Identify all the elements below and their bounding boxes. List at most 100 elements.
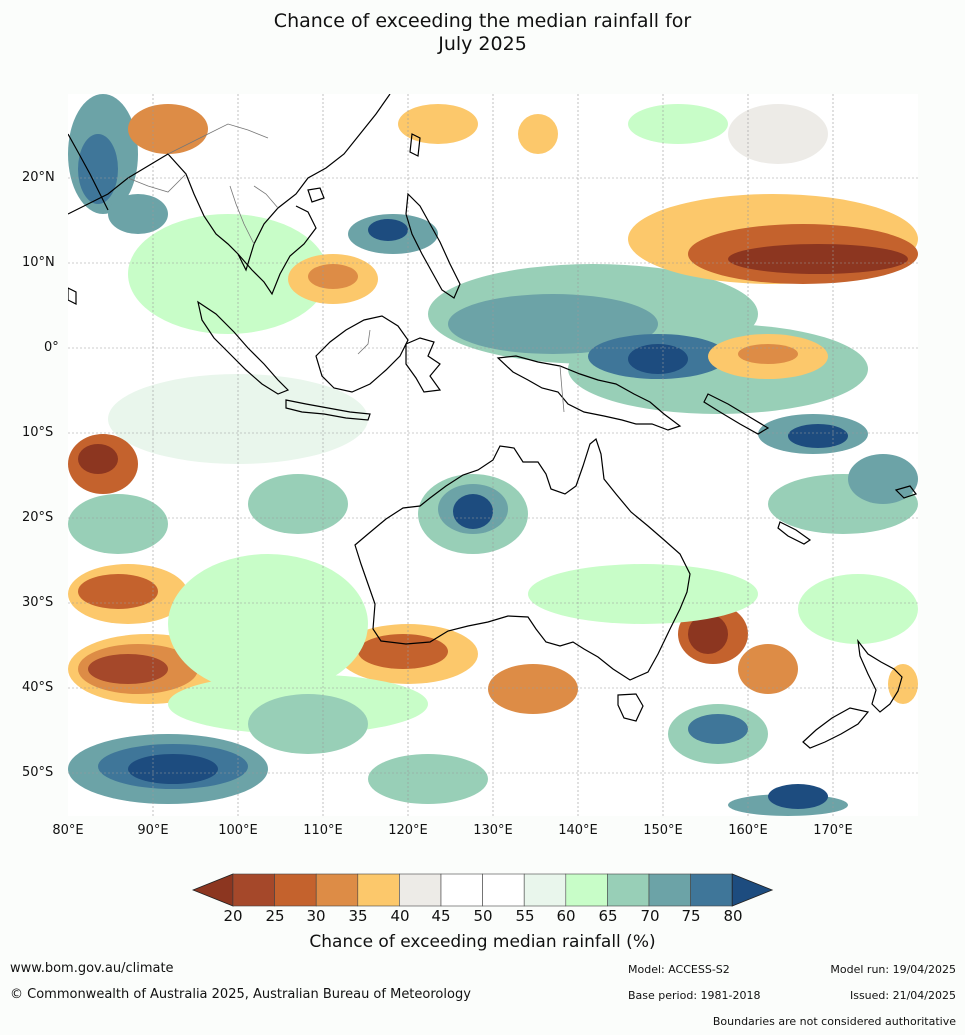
lon-tick-150e: 150°E: [643, 823, 683, 838]
cbar-tick-30: 30: [306, 907, 326, 925]
colorbar-swatch: [232, 873, 275, 907]
colorbar-swatch: [274, 873, 317, 907]
lat-tick-10s: 10°S: [22, 425, 54, 440]
map-title: Chance of exceeding the median rainfall …: [0, 10, 965, 56]
lon-tick-160e: 160°E: [728, 823, 768, 838]
model-name: Model: ACCESS-S2: [628, 963, 730, 976]
probability-region: [628, 104, 728, 144]
colorbar-swatch: [399, 873, 442, 907]
colorbar-swatch: [315, 873, 359, 907]
indochina-coastline: [237, 205, 317, 296]
base-period: Base period: 1981-2018: [628, 989, 761, 1002]
probability-region: [368, 219, 408, 241]
java-coastline: [285, 399, 371, 421]
website-link[interactable]: www.bom.gov.au/climate: [10, 961, 174, 976]
probability-region: [78, 574, 158, 609]
new-caledonia-coastline: [777, 521, 812, 545]
tasmania-coastline: [617, 693, 644, 722]
cbar-tick-40: 40: [390, 907, 410, 925]
new-guinea-coastline: [496, 355, 682, 431]
philippines-coastline: [405, 192, 461, 299]
lon-tick-170e: 170°E: [813, 823, 853, 838]
cbar-tick-35: 35: [348, 907, 368, 925]
probability-region: [488, 664, 578, 714]
cbar-tick-70: 70: [640, 907, 660, 925]
colorbar-swatch: [523, 873, 567, 907]
probability-region: [738, 344, 798, 364]
colorbar-swatch: [690, 873, 733, 907]
probability-region: [688, 714, 748, 744]
lat-tick-30s: 30°S: [22, 595, 54, 610]
lon-tick-90e: 90°E: [137, 823, 169, 838]
australia-coastline: [354, 437, 691, 681]
boundaries-disclaimer: Boundaries are not considered authoritat…: [712, 1015, 956, 1028]
probability-region: [888, 664, 918, 704]
probability-region: [78, 134, 118, 204]
new-zealand-north-island: [857, 638, 903, 713]
new-zealand-south-island: [802, 707, 870, 749]
lat-tick-20s: 20°S: [22, 510, 54, 525]
title-line-2: July 2025: [438, 33, 527, 55]
probability-region: [768, 784, 828, 809]
lon-tick-110e: 110°E: [303, 823, 343, 838]
lon-tick-120e: 120°E: [388, 823, 428, 838]
coastlines: [67, 93, 917, 749]
probability-region: [88, 654, 168, 684]
colorbar-low-extend: [191, 873, 234, 907]
cbar-tick-75: 75: [681, 907, 701, 925]
probability-region: [628, 344, 688, 374]
cbar-tick-65: 65: [598, 907, 618, 925]
lat-tick-10n: 10°N: [22, 255, 55, 270]
probability-region: [108, 194, 168, 234]
cbar-tick-60: 60: [556, 907, 576, 925]
probability-region: [518, 114, 558, 154]
cbar-tick-55: 55: [515, 907, 535, 925]
probability-region: [78, 444, 118, 474]
cbar-tick-45: 45: [431, 907, 451, 925]
lat-tick-50s: 50°S: [22, 765, 54, 780]
issued-date: Issued: 21/04/2025: [849, 989, 956, 1002]
probability-region: [68, 494, 168, 554]
probability-region: [248, 694, 368, 754]
map-canvas: [67, 93, 918, 816]
title-line-1: Chance of exceeding the median rainfall …: [273, 10, 692, 32]
lat-tick-40s: 40°S: [22, 680, 54, 695]
probability-region: [738, 644, 798, 694]
probability-region: [788, 424, 848, 448]
colorbar-high-extend: [731, 873, 774, 907]
sri-lanka-coastline: [67, 287, 77, 305]
lon-tick-100e: 100°E: [218, 823, 258, 838]
probability-region: [128, 214, 328, 334]
hainan-coastline: [307, 187, 325, 203]
cbar-tick-25: 25: [265, 907, 285, 925]
lat-tick-0: 0°: [44, 340, 59, 355]
probability-region: [798, 574, 918, 644]
colorbar-swatch: [482, 873, 525, 907]
copyright-text: © Commonwealth of Australia 2025, Austra…: [10, 987, 471, 1002]
colorbar-title: Chance of exceeding median rainfall (%): [309, 932, 656, 952]
colorbar-swatch: [607, 873, 650, 907]
fiji-coastline: [894, 485, 917, 499]
probability-region: [368, 754, 488, 804]
india-coastline: [67, 133, 109, 211]
probability-region: [728, 244, 908, 274]
probability-region: [453, 494, 493, 529]
probability-region: [398, 104, 478, 144]
graticule: [68, 94, 918, 816]
probability-region: [128, 754, 218, 784]
probability-region: [308, 264, 358, 289]
probability-region: [728, 104, 828, 164]
colorbar-canvas: [191, 873, 774, 907]
probability-region: [128, 104, 208, 154]
sumatra-coastline: [197, 300, 290, 395]
probability-region: [528, 564, 758, 624]
probability-region: [448, 294, 658, 354]
colorbar-swatch: [440, 873, 483, 907]
colorbar-swatch: [648, 873, 691, 907]
model-run-date: Model run: 19/04/2025: [830, 963, 956, 976]
country-borders: [127, 123, 565, 413]
taiwan-coastline: [409, 133, 421, 157]
sulawesi-coastline: [405, 337, 442, 393]
probability-region: [168, 554, 368, 694]
probability-region: [848, 454, 918, 504]
